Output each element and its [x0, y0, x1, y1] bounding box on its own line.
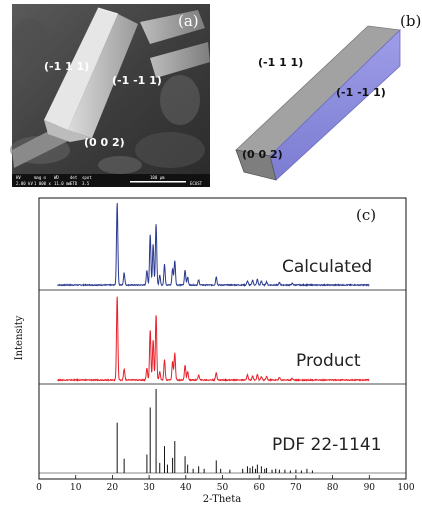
model-face-end [235, 149, 277, 181]
model-face-label-1: (-1 1 1) [258, 56, 303, 69]
sem-info-value-4: ETD [70, 181, 78, 186]
sem-info-bar: HV mag ⊡ WD det spot 100 μm 2.00 kV 1 00… [12, 174, 210, 187]
y-axis-title: Intensity [14, 315, 25, 360]
x-tick-label: 10 [70, 483, 82, 493]
sem-info-cell-1: HV [16, 175, 21, 180]
sem-info-cell-4: det [70, 175, 78, 180]
sem-face-label-2: (-1 -1 1) [112, 74, 162, 87]
sem-info-cell-3: WD [54, 175, 59, 180]
series-layer [39, 203, 406, 474]
sem-face-label-3: (0 0 2) [84, 136, 125, 149]
x-tick-label: 80 [327, 483, 339, 493]
x-axis-title: 2-Theta [203, 494, 241, 505]
sem-crystal-back-1 [140, 10, 205, 44]
x-tick-label: 70 [290, 483, 302, 493]
series-label-product: Product [296, 351, 361, 371]
series-line-0 [57, 203, 370, 287]
x-tick-label: 90 [364, 483, 376, 493]
sem-info-lab: ECUST [190, 181, 203, 186]
sem-info-cell-2: mag ⊡ [34, 175, 47, 180]
x-tick-label: 0 [36, 483, 42, 493]
model-panel-label: (b) [400, 12, 421, 30]
model-face-label-3: (0 0 2) [242, 148, 283, 161]
sem-info-value-5: 3.5 [82, 181, 90, 186]
series-label-pdf: PDF 22-1141 [272, 435, 382, 455]
chart-panel-label: (c) [356, 206, 376, 224]
sem-info-value-1: 2.00 kV [16, 181, 33, 186]
sem-info-value-2: 1 000 x [34, 181, 51, 186]
x-tick-label: 60 [253, 483, 265, 493]
sem-info-scale: 100 μm [150, 175, 165, 180]
x-tick-label: 100 [397, 483, 414, 493]
series-line-1 [56, 296, 370, 383]
x-tick-label: 40 [180, 483, 192, 493]
sem-info-cell-5: spot [82, 175, 92, 180]
sem-panel-label: (a) [178, 12, 199, 30]
x-tick-label: 30 [143, 483, 155, 493]
sem-face-label-1: (-1 1 1) [44, 60, 89, 73]
x-tick-label: 20 [107, 483, 119, 493]
panel-b-crystal-model: (b) (-1 1 1) (-1 -1 1) (0 0 2) [235, 12, 421, 181]
sem-info-value-3: 11.0 mm [54, 181, 71, 186]
x-tick-label: 50 [217, 483, 229, 493]
sem-crystal-back-2 [150, 42, 210, 78]
panel-a-sem-image: (a) (-1 1 1) (-1 -1 1) (0 0 2) HV mag ⊡ … [10, 4, 210, 187]
sem-crystal-main-side [68, 14, 138, 138]
panel-c-xrd-chart: (c) 0 10 20 30 40 50 60 70 80 90 100 2-Theta Inten… [14, 197, 415, 505]
sem-crystal-main-top [44, 8, 118, 130]
sem-scale-bar [130, 181, 186, 183]
sem-crystal-main-end [44, 120, 92, 142]
series-label-calculated: Calculated [282, 257, 372, 277]
x-axis-ticks: 0 10 20 30 40 50 60 70 80 90 100 [36, 475, 415, 493]
model-face-label-2: (-1 -1 1) [336, 86, 386, 99]
